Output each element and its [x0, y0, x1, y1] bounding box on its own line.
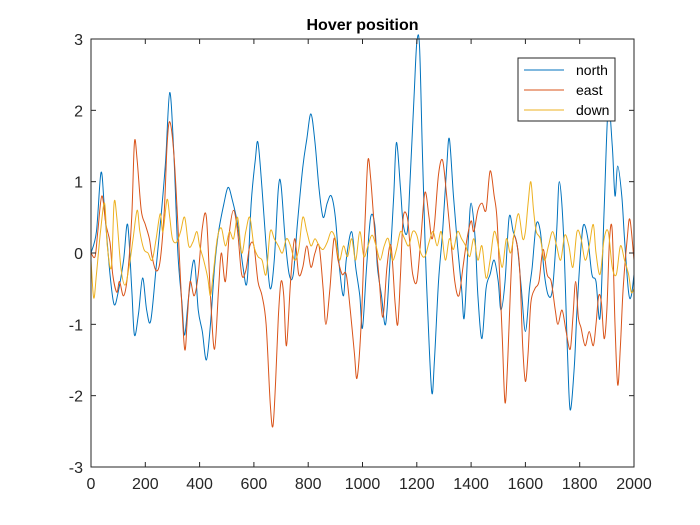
chart-title: Hover position: [306, 17, 418, 34]
legend-label: north: [576, 62, 608, 78]
x-tick-label: 1600: [508, 476, 544, 493]
legend: north east down: [517, 57, 616, 122]
y-tick-label: 2: [74, 103, 83, 120]
x-tick-label: 400: [186, 476, 213, 493]
y-tick-label: -1: [69, 317, 83, 334]
x-tick-label: 2000: [616, 476, 652, 493]
legend-label: east: [576, 82, 603, 98]
x-tick-label: 1400: [453, 476, 489, 493]
y-tick-label: 0: [74, 246, 83, 263]
y-tick-label: -3: [69, 460, 83, 477]
x-tick-label: 200: [132, 476, 159, 493]
y-tick-label: 3: [74, 32, 83, 49]
x-tick-label: 0: [87, 476, 96, 493]
ticks-layer: 0 200 400 600 800 1000 1200 1400 1600 1800 2000 -3 -…: [69, 32, 652, 493]
legend-label: down: [576, 102, 609, 118]
x-tick-label: 600: [241, 476, 268, 493]
x-tick-label: 1200: [399, 476, 435, 493]
x-tick-label: 800: [295, 476, 322, 493]
legend-items: north east down: [524, 62, 609, 118]
y-tick-label: 1: [74, 175, 83, 192]
series-line-north: [90, 34, 635, 411]
x-tick-label: 1000: [345, 476, 381, 493]
x-tick-label: 1800: [562, 476, 598, 493]
series-layer: [90, 34, 635, 428]
y-tick-label: -2: [69, 389, 83, 406]
series-line-east: [90, 121, 635, 428]
series-line-down: [90, 181, 635, 299]
